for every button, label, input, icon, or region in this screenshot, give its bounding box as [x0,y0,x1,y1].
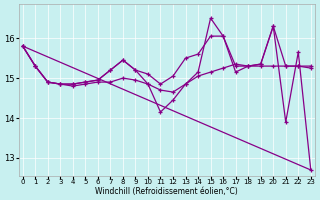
X-axis label: Windchill (Refroidissement éolien,°C): Windchill (Refroidissement éolien,°C) [95,187,238,196]
